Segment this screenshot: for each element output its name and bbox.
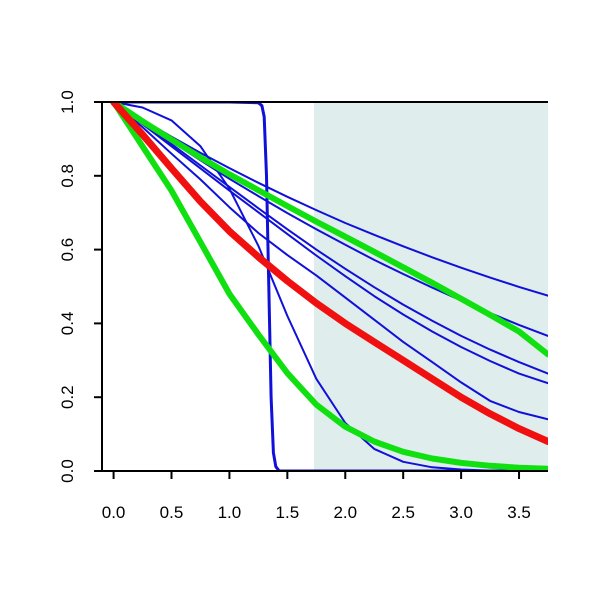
y-tick-label: 0.6 — [58, 238, 77, 262]
x-tick-label: 3.0 — [449, 503, 473, 522]
y-tick-label: 0.2 — [58, 385, 77, 409]
y-tick-label: 0.0 — [58, 459, 77, 483]
x-tick-label: 2.5 — [391, 503, 415, 522]
x-tick-label: 1.0 — [218, 503, 242, 522]
y-tick-label: 0.8 — [58, 164, 77, 188]
x-tick-label: 2.0 — [333, 503, 357, 522]
x-tick-label: 3.5 — [507, 503, 531, 522]
y-tick-label: 0.4 — [58, 312, 77, 336]
series-line-10 — [110, 102, 548, 445]
series-line-8 — [110, 102, 548, 358]
series-line-4 — [112, 102, 548, 385]
series-line-1 — [112, 102, 548, 297]
series-line-3 — [112, 102, 548, 375]
series-layer — [110, 102, 548, 471]
x-tick-label: 0.0 — [102, 503, 126, 522]
axes-layer: 0.0 0.5 1.0 1.5 2.0 2.5 3.0 3.5 0.0 0.2 0.4 0.6 0.8 1… — [58, 90, 548, 522]
series-line-5 — [112, 102, 548, 421]
x-tick-label: 0.5 — [160, 503, 184, 522]
x-tick-label: 1.5 — [276, 503, 300, 522]
y-tick-label: 1.0 — [58, 90, 77, 114]
series-line-9 — [110, 102, 548, 471]
